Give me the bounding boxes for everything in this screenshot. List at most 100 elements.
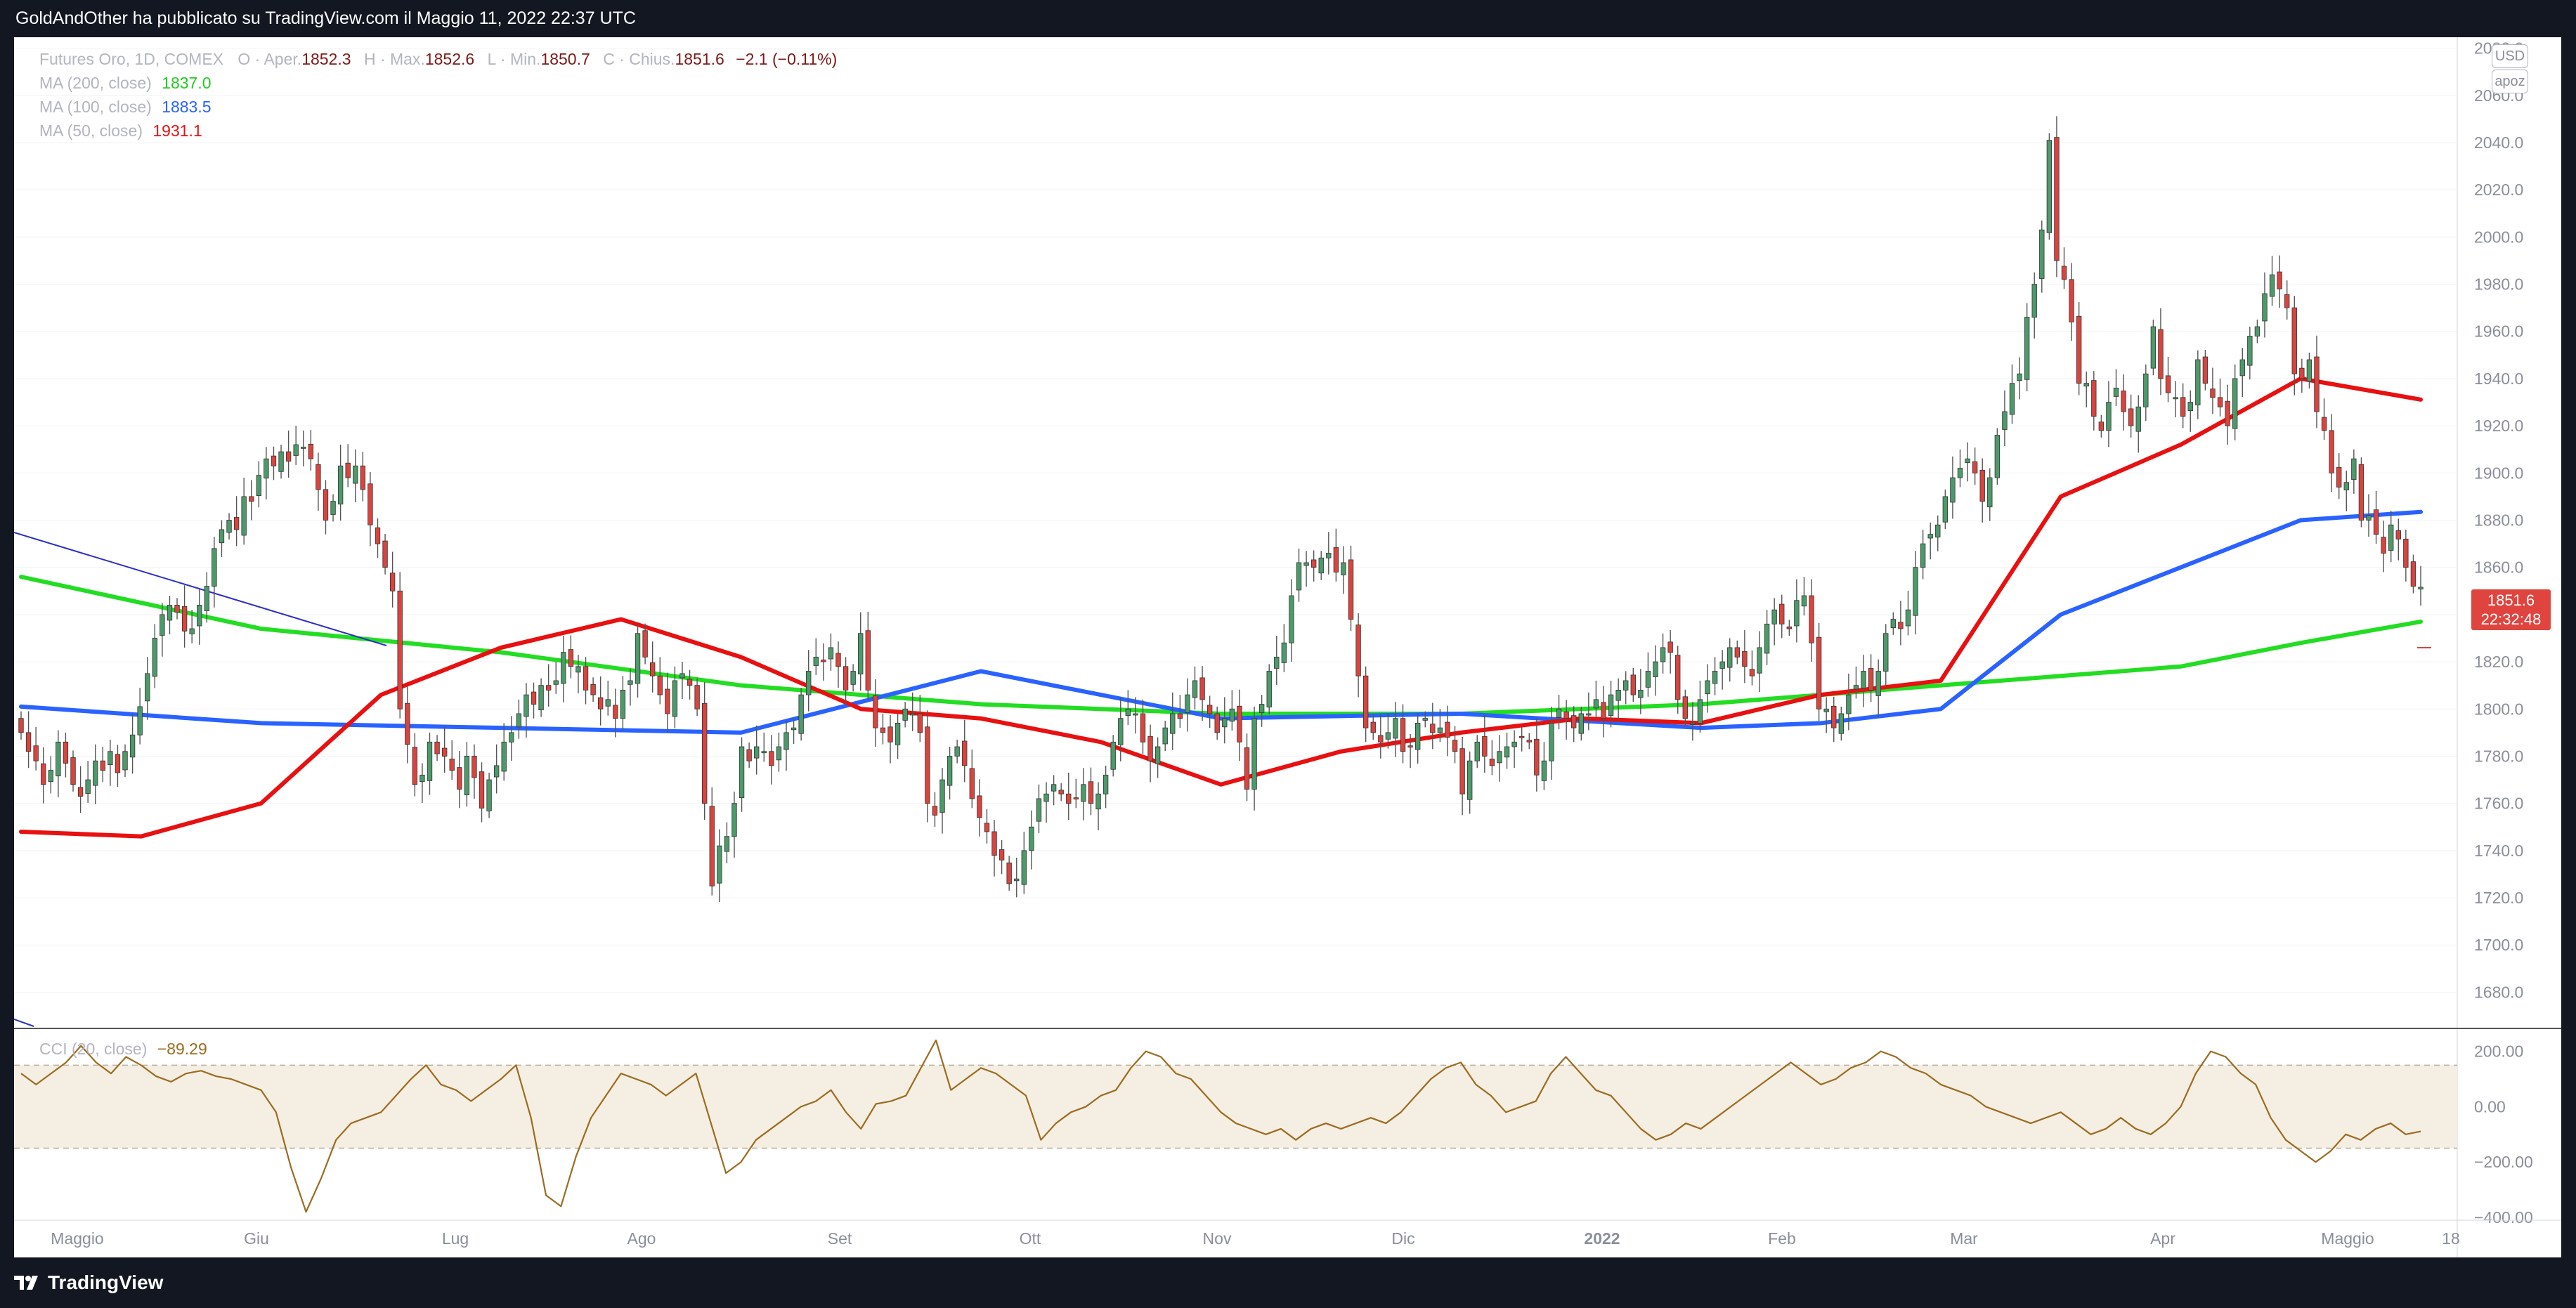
candle-body — [323, 489, 329, 521]
candle-body — [1846, 694, 1852, 714]
candle-body — [1660, 647, 1666, 662]
cci-tick-label: −200.00 — [2474, 1153, 2533, 1171]
candle-body — [479, 771, 485, 809]
price-tick-label: 2040.0 — [2474, 133, 2523, 152]
candle-body — [531, 691, 537, 705]
legend-ma100[interactable]: MA (100, close) 1883.5 — [39, 98, 212, 117]
candle-body — [85, 779, 91, 794]
candle-body — [337, 465, 344, 505]
candle-body — [939, 779, 945, 813]
candle-body — [1615, 689, 1621, 701]
candle-body — [1303, 562, 1309, 566]
candle-body — [984, 823, 990, 832]
candle-body — [316, 464, 321, 490]
tradingview-logo-text: TradingView — [48, 1271, 164, 1293]
candle-body — [1154, 746, 1161, 764]
candle-body — [1563, 711, 1569, 719]
candle-body — [145, 673, 150, 702]
candle-body — [2291, 307, 2297, 374]
candle-body — [1237, 705, 1242, 743]
candle-body — [48, 770, 53, 783]
candle-body — [1927, 534, 1933, 539]
candle-body — [1140, 713, 1146, 743]
candle-body — [93, 760, 98, 786]
legend-cci[interactable]: CCI (20, close) −89.29 — [39, 1040, 207, 1059]
candle-body — [1110, 741, 1116, 770]
tradingview-icon — [14, 1276, 38, 1290]
candle-body — [2165, 375, 2171, 393]
candle-body — [1913, 567, 1918, 616]
scale-mode-button[interactable]: apoz — [2492, 70, 2528, 93]
candle-body — [1177, 713, 1183, 719]
candle-body — [2121, 390, 2126, 412]
candle-body — [330, 501, 336, 515]
ohlc-close-value: 1851.6 — [675, 50, 724, 68]
candle-body — [1571, 715, 1577, 728]
candle-body — [746, 749, 752, 761]
candle-body — [1296, 562, 1302, 591]
candle-body — [2351, 458, 2357, 480]
candle-body — [1727, 647, 1733, 668]
time-tick-label: Lug — [442, 1229, 469, 1248]
price-tick-label: 1920.0 — [2474, 417, 2523, 435]
candle-body — [2373, 509, 2379, 535]
candle-body — [1355, 624, 1361, 676]
candle-body — [137, 706, 143, 735]
chart-panel[interactable]: 1680.0 1700.0 1720.0 1740.0 1760.0 1780.0 1800… — [14, 37, 2561, 1257]
candle-body — [1482, 735, 1488, 757]
price-tick-label: 1680.0 — [2474, 983, 2523, 1001]
candle-body — [1445, 721, 1450, 738]
symbol-name[interactable]: Futures Oro, 1D, COMEX — [39, 50, 224, 68]
tradingview-logo[interactable]: TradingView — [14, 1271, 163, 1294]
candle-body — [1511, 741, 1517, 747]
candle-body — [2239, 359, 2245, 377]
candle-body — [174, 605, 180, 613]
candle-body — [761, 751, 767, 754]
candle-body — [233, 517, 240, 530]
candle-body — [1050, 784, 1057, 792]
ma50-label: MA (50, close) — [39, 122, 143, 140]
legend-symbol-row[interactable]: Futures Oro, 1D, COMEX O · Aper.1852.3 H… — [39, 50, 837, 69]
candle-body — [241, 496, 247, 536]
candle-body — [954, 746, 960, 757]
price-tick-label: 1900.0 — [2474, 464, 2523, 482]
candle-body — [41, 763, 46, 785]
candle-body — [345, 462, 351, 478]
currency-button[interactable]: USD — [2492, 44, 2528, 68]
time-tick-label: 18 — [2442, 1229, 2460, 1248]
candle-body — [850, 671, 856, 685]
candle-body — [821, 659, 826, 662]
ma100-label: MA (100, close) — [39, 98, 152, 116]
candle-body — [605, 699, 611, 707]
candle-body — [1645, 671, 1651, 688]
candle-body — [627, 680, 633, 685]
time-tick-label: Mar — [1950, 1229, 1978, 1248]
candle-body — [1794, 600, 1800, 627]
candle-body — [754, 746, 760, 759]
candle-body — [308, 443, 314, 459]
candle-body — [1266, 671, 1272, 707]
legend-ma50[interactable]: MA (50, close) 1931.1 — [39, 122, 202, 140]
candle-body — [2031, 284, 2037, 318]
candle-body — [108, 751, 113, 765]
candle-body — [1712, 671, 1718, 684]
candle-body — [2128, 408, 2134, 426]
ma100-value: 1883.5 — [162, 98, 212, 116]
legend-ma200[interactable]: MA (200, close) 1837.0 — [39, 74, 212, 93]
candle-body — [1667, 641, 1673, 653]
candle-body — [2403, 538, 2409, 568]
publisher-header: GoldAndOther ha pubblicato su TradingVie… — [0, 0, 2576, 37]
candle-body — [1690, 723, 1696, 725]
candle-body — [806, 671, 812, 695]
candle-body — [1749, 669, 1755, 676]
price-tick-label: 1740.0 — [2474, 842, 2523, 860]
candle-body — [1890, 619, 1897, 629]
candle-body — [1437, 727, 1443, 733]
cci-value: −89.29 — [157, 1040, 207, 1058]
candle-body — [1185, 694, 1190, 714]
candle-body — [427, 741, 433, 781]
candle-body — [1147, 735, 1153, 761]
candle-body — [1920, 543, 1926, 568]
price-tick-label: 1820.0 — [2474, 653, 2523, 671]
chart-canvas[interactable]: 1680.0 1700.0 1720.0 1740.0 1760.0 1780.0 1800… — [14, 37, 2561, 1257]
